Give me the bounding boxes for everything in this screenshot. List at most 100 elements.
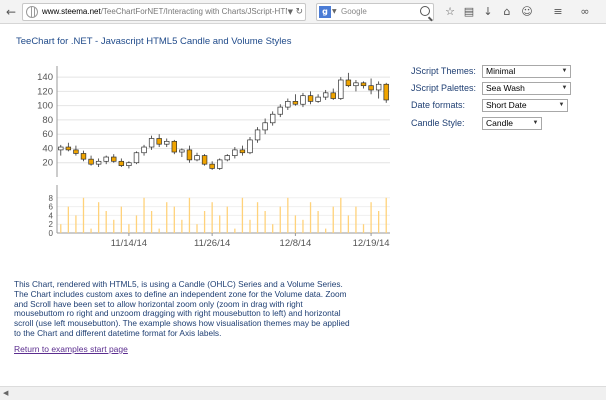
candle-body <box>186 149 193 161</box>
price-tick-label: 100 <box>37 101 53 112</box>
candle-body <box>368 85 374 91</box>
candle-body <box>95 160 102 165</box>
search-icon[interactable] <box>420 6 430 16</box>
candle-body <box>375 83 382 91</box>
horizontal-scrollbar[interactable]: ◀ <box>0 386 606 400</box>
back-icon[interactable]: ← <box>5 5 17 19</box>
chevron-down-icon: ▼ <box>558 102 565 108</box>
price-tick-label: 20 <box>42 158 53 169</box>
candle-body <box>247 139 253 154</box>
candle-series <box>58 72 389 170</box>
candle-body <box>148 138 155 148</box>
candle-body <box>179 149 185 153</box>
candle-body <box>88 158 94 165</box>
price-tick-label: 120 <box>37 86 53 97</box>
candle-body <box>254 129 261 141</box>
candle-body <box>194 155 200 161</box>
volume-tick-label: 6 <box>49 203 54 212</box>
candle-body <box>73 149 79 154</box>
date-tick-label: 12/8/14 <box>280 238 312 249</box>
volume-tick-label: 4 <box>49 211 54 220</box>
palettes-select[interactable]: Sea Wash ▼ <box>482 82 571 95</box>
candle-style-label: Candle Style: <box>411 118 465 128</box>
chart-description: This Chart, rendered with HTML5, is usin… <box>14 279 350 338</box>
candle-body <box>262 122 268 131</box>
menu-icon[interactable]: ≡ <box>553 5 563 18</box>
reload-icon[interactable]: ↻ <box>295 7 303 17</box>
search-bar[interactable]: g ▼ Google <box>316 3 434 21</box>
candle-body <box>239 149 246 154</box>
candle-body <box>103 156 109 162</box>
price-tick-label: 40 <box>42 143 53 154</box>
clipboard-icon[interactable]: ▤ <box>463 5 475 18</box>
candle-body <box>217 159 223 169</box>
scroll-left-icon[interactable]: ◀ <box>3 389 9 397</box>
candle-body <box>118 160 125 166</box>
candle-body <box>292 101 299 105</box>
date-formats-select[interactable]: Short Date ▼ <box>482 99 568 112</box>
candle-body <box>353 82 359 87</box>
url-bar[interactable]: www.steema.net/TeeChartForNET/Interactin… <box>22 3 306 21</box>
themes-select-value: Minimal <box>486 66 516 76</box>
search-engine-dropdown-icon[interactable]: ▼ <box>332 8 337 15</box>
volume-tick-label: 0 <box>49 229 54 238</box>
candle-style-select-value: Candle <box>486 118 513 128</box>
candle-body <box>201 155 208 165</box>
candle-body <box>224 155 230 161</box>
chevron-down-icon: ▼ <box>561 68 568 74</box>
tools-icon[interactable]: ∞ <box>580 5 590 18</box>
url-path: /TeeChartForNET/Interacting with Charts/… <box>100 7 287 16</box>
candle-body <box>65 146 72 151</box>
candle-body <box>156 138 162 145</box>
examples-start-link[interactable]: Return to examples start page <box>14 344 128 354</box>
candle-body <box>111 156 117 162</box>
candle-body <box>322 92 329 98</box>
candle-body <box>300 95 306 105</box>
candle-body <box>232 149 238 156</box>
candle-body <box>277 106 283 115</box>
url-domain: www.steema.net <box>42 7 101 16</box>
home-icon[interactable]: ⌂ <box>503 5 511 18</box>
volume-series <box>60 197 387 233</box>
candle-body <box>315 96 321 102</box>
chevron-down-icon: ▼ <box>532 120 539 126</box>
candle-body <box>285 101 291 108</box>
browser-toolbar: ← www.steema.net/TeeChartForNET/Interact… <box>0 0 606 24</box>
candle-body <box>209 163 215 169</box>
date-tick-label: 11/26/14 <box>194 238 230 249</box>
date-tick-label: 11/14/14 <box>111 238 147 249</box>
globe-icon <box>26 6 38 18</box>
star-icon[interactable]: ☆ <box>445 5 455 18</box>
download-icon[interactable]: ↓ <box>483 5 493 18</box>
history-dropdown-icon[interactable]: ▼ <box>287 8 293 16</box>
volume-tick-label: 8 <box>49 194 54 203</box>
candle-body <box>345 79 352 87</box>
search-engine-icon[interactable]: g <box>319 6 331 18</box>
candle-body <box>141 146 147 154</box>
candle-body <box>171 140 178 153</box>
date-tick-label: 12/19/14 <box>353 238 390 249</box>
candle-body <box>133 152 140 164</box>
candle-body <box>126 162 132 166</box>
chat-icon[interactable]: ☺ <box>521 5 533 18</box>
price-grid <box>57 76 390 225</box>
price-tick-label: 140 <box>37 72 53 83</box>
themes-label: JScript Themes: <box>411 66 476 76</box>
price-tick-label: 80 <box>42 115 53 126</box>
candle-body <box>360 82 367 87</box>
candle-body <box>164 140 170 145</box>
page-title: TeeChart for .NET - Javascript HTML5 Can… <box>16 36 292 47</box>
themes-select[interactable]: Minimal ▼ <box>482 65 571 78</box>
candle-body <box>307 95 314 102</box>
url-text: www.steema.net/TeeChartForNET/Interactin… <box>42 6 287 18</box>
chevron-down-icon: ▼ <box>561 85 568 91</box>
palettes-select-value: Sea Wash <box>486 83 525 93</box>
candle-style-select[interactable]: Candle ▼ <box>482 117 542 130</box>
date-formats-label: Date formats: <box>411 100 466 110</box>
candle-body <box>338 79 344 99</box>
candle-body <box>383 83 389 101</box>
candle-body <box>269 113 276 124</box>
search-placeholder: Google <box>341 7 367 16</box>
